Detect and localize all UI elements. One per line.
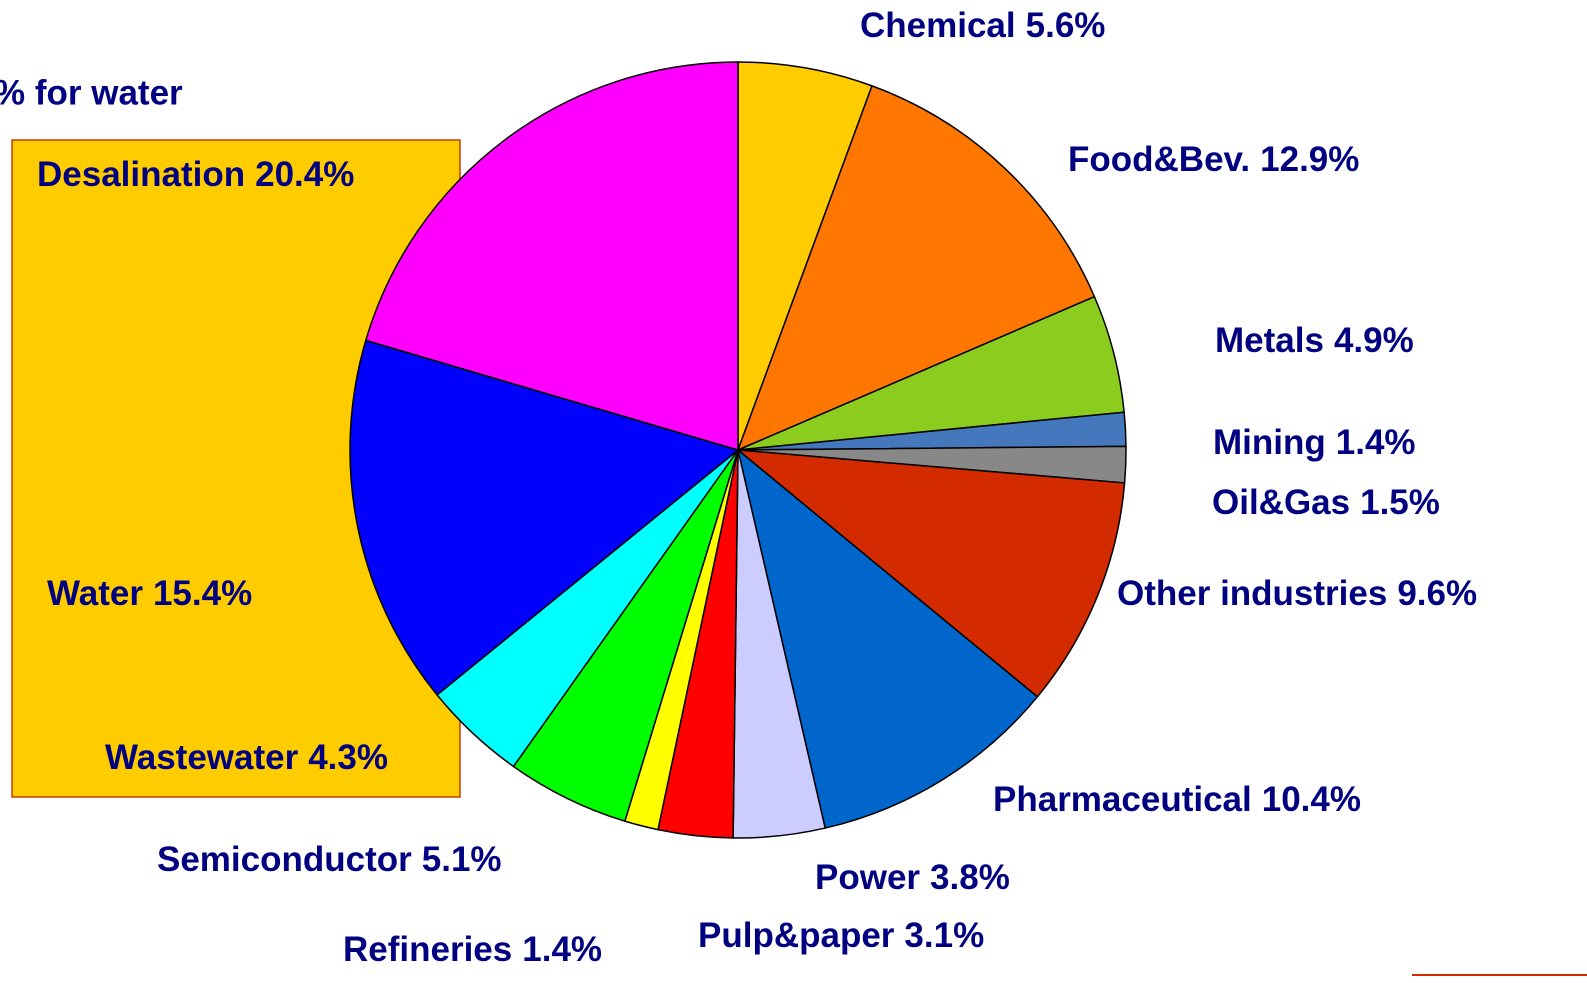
slice-category: Refineries <box>343 930 512 969</box>
pie-slice <box>737 85 1096 451</box>
slice-label: Other industries 9.6% <box>1117 574 1477 613</box>
slice-category: Oil&Gas <box>1212 483 1350 522</box>
slice-category: Power <box>815 858 920 897</box>
slice-value: 4.9% <box>1334 321 1414 360</box>
slice-value: 3.1% <box>904 916 984 955</box>
slice-value: 1.4% <box>522 930 602 969</box>
slice-value: 12.9% <box>1260 140 1359 179</box>
pie-slice <box>737 449 1126 698</box>
slice-value: 15.4% <box>153 574 252 613</box>
slice-category: Wastewater <box>105 738 299 777</box>
slice-label: Refineries 1.4% <box>343 930 602 969</box>
pie-slice <box>737 449 1039 829</box>
slice-category: Desalination <box>37 155 245 194</box>
slice-label: Desalination 20.4% <box>37 155 354 194</box>
slice-label: Pharmaceutical 10.4% <box>993 780 1361 819</box>
slice-value: 1.4% <box>1336 423 1416 462</box>
slice-category: Semiconductor <box>157 840 412 879</box>
slice-value: 5.1% <box>422 840 502 879</box>
pie-slice <box>349 339 739 696</box>
chart-title: % for water <box>0 73 183 112</box>
slice-label: Pulp&paper 3.1% <box>698 916 984 955</box>
slice-value: 10.4% <box>1262 780 1361 819</box>
slice-label: Mining 1.4% <box>1213 423 1416 462</box>
slice-value: 1.5% <box>1360 483 1440 522</box>
slice-label: Metals 4.9% <box>1215 321 1414 360</box>
slice-value: 9.6% <box>1397 574 1477 613</box>
slice-category: Food&Bev. <box>1068 140 1250 179</box>
slice-label: Chemical 5.6% <box>860 6 1105 45</box>
slice-value: 5.6% <box>1026 6 1106 45</box>
slice-category: Other industries <box>1117 574 1387 613</box>
slice-value: 20.4% <box>255 155 354 194</box>
slice-value: 4.3% <box>308 738 388 777</box>
slice-category: Pharmaceutical <box>993 780 1252 819</box>
pie-slice <box>365 61 739 451</box>
slice-category: Metals <box>1215 321 1324 360</box>
slice-label: Power 3.8% <box>815 858 1010 897</box>
slice-category: Pulp&paper <box>698 916 895 955</box>
slice-label: Oil&Gas 1.5% <box>1212 483 1440 522</box>
slice-category: Water <box>47 574 143 613</box>
slice-label: Semiconductor 5.1% <box>157 840 502 879</box>
labels: Chemical 5.6% Food&Bev. 12.9% Metals 4.9% Mini… <box>37 6 1477 969</box>
pie <box>349 61 1127 839</box>
slice-label: Wastewater 4.3% <box>105 738 388 777</box>
slice-value: 3.8% <box>930 858 1010 897</box>
slice-category: Mining <box>1213 423 1326 462</box>
slice-category: Chemical <box>860 6 1016 45</box>
pie-slice <box>737 61 873 451</box>
slice-label: Water 15.4% <box>47 574 252 613</box>
slice-label: Food&Bev. 12.9% <box>1068 140 1359 179</box>
